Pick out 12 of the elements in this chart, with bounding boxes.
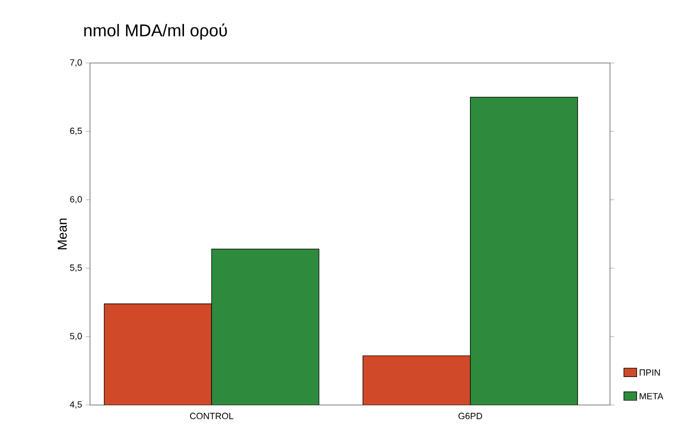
y-tick-label: 7,0 (70, 59, 82, 67)
y-tick-label: 6,0 (70, 196, 82, 204)
y-tick-label: 4,5 (70, 401, 82, 409)
x-tick-label: G6PD (458, 412, 482, 420)
chart-title: nmol MDA/ml ορού (84, 23, 227, 40)
y-tick-label: 6,5 (70, 128, 82, 136)
y-tick-label: 5,0 (70, 332, 82, 340)
y-axis-title: Mean (58, 218, 67, 250)
y-tick-label: 5,5 (70, 264, 82, 272)
legend-label: META (640, 393, 664, 400)
x-tick-label: CONTROL (190, 412, 234, 420)
legend-label: ΠΡΙΝ (640, 369, 660, 376)
